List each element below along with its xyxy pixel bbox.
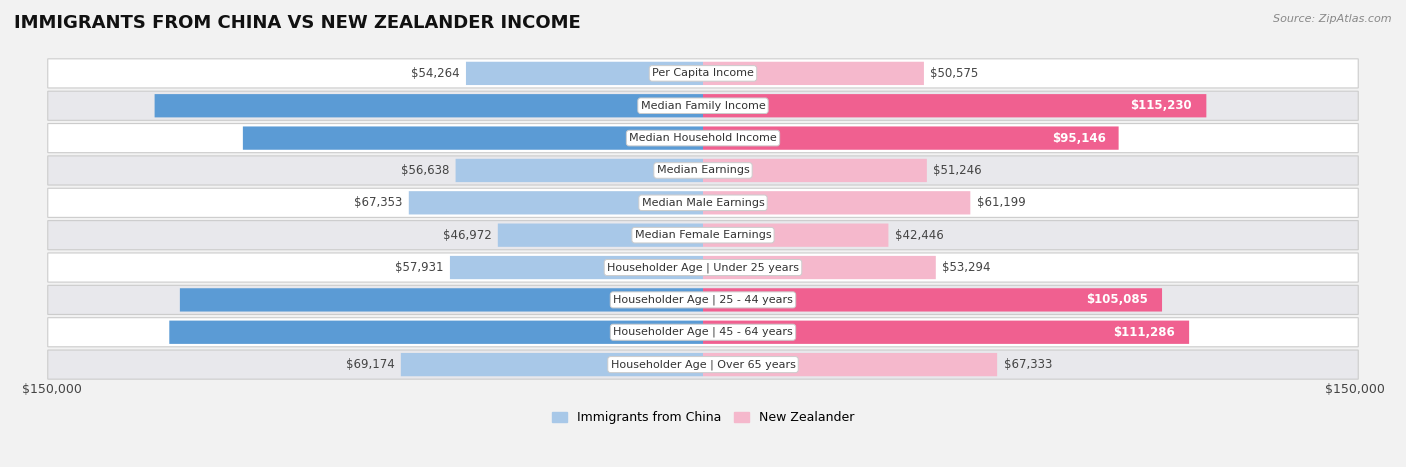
FancyBboxPatch shape bbox=[48, 220, 1358, 250]
FancyBboxPatch shape bbox=[48, 124, 1358, 153]
FancyBboxPatch shape bbox=[456, 159, 703, 182]
FancyBboxPatch shape bbox=[703, 94, 1206, 117]
Text: Source: ZipAtlas.com: Source: ZipAtlas.com bbox=[1274, 14, 1392, 24]
FancyBboxPatch shape bbox=[409, 191, 703, 214]
FancyBboxPatch shape bbox=[450, 256, 703, 279]
Text: $67,353: $67,353 bbox=[354, 196, 402, 209]
Text: $42,446: $42,446 bbox=[896, 229, 943, 242]
Text: $125,540: $125,540 bbox=[686, 99, 748, 112]
FancyBboxPatch shape bbox=[243, 127, 703, 150]
FancyBboxPatch shape bbox=[180, 288, 703, 311]
Legend: Immigrants from China, New Zealander: Immigrants from China, New Zealander bbox=[547, 406, 859, 429]
Text: Median Family Income: Median Family Income bbox=[641, 101, 765, 111]
Text: $61,199: $61,199 bbox=[977, 196, 1025, 209]
Text: $115,230: $115,230 bbox=[1129, 99, 1191, 112]
Text: $150,000: $150,000 bbox=[1324, 383, 1385, 396]
FancyBboxPatch shape bbox=[48, 285, 1358, 314]
Text: IMMIGRANTS FROM CHINA VS NEW ZEALANDER INCOME: IMMIGRANTS FROM CHINA VS NEW ZEALANDER I… bbox=[14, 14, 581, 32]
FancyBboxPatch shape bbox=[703, 256, 936, 279]
FancyBboxPatch shape bbox=[48, 91, 1358, 120]
FancyBboxPatch shape bbox=[703, 127, 1119, 150]
Text: $119,756: $119,756 bbox=[688, 293, 749, 306]
Text: $46,972: $46,972 bbox=[443, 229, 491, 242]
Text: $150,000: $150,000 bbox=[21, 383, 82, 396]
FancyBboxPatch shape bbox=[48, 156, 1358, 185]
FancyBboxPatch shape bbox=[48, 253, 1358, 282]
Text: $111,286: $111,286 bbox=[1112, 326, 1174, 339]
FancyBboxPatch shape bbox=[703, 353, 997, 376]
Text: Median Male Earnings: Median Male Earnings bbox=[641, 198, 765, 208]
Text: $56,638: $56,638 bbox=[401, 164, 449, 177]
Text: $54,264: $54,264 bbox=[411, 67, 460, 80]
Text: Per Capita Income: Per Capita Income bbox=[652, 68, 754, 78]
Text: Median Household Income: Median Household Income bbox=[628, 133, 778, 143]
Text: $50,575: $50,575 bbox=[931, 67, 979, 80]
Text: $95,146: $95,146 bbox=[1052, 132, 1107, 145]
FancyBboxPatch shape bbox=[703, 320, 1189, 344]
FancyBboxPatch shape bbox=[703, 288, 1161, 311]
FancyBboxPatch shape bbox=[703, 224, 889, 247]
Text: Householder Age | Under 25 years: Householder Age | Under 25 years bbox=[607, 262, 799, 273]
FancyBboxPatch shape bbox=[703, 191, 970, 214]
Text: Householder Age | Over 65 years: Householder Age | Over 65 years bbox=[610, 359, 796, 370]
FancyBboxPatch shape bbox=[703, 62, 924, 85]
FancyBboxPatch shape bbox=[48, 188, 1358, 217]
Text: $53,294: $53,294 bbox=[942, 261, 991, 274]
FancyBboxPatch shape bbox=[48, 59, 1358, 88]
Text: Householder Age | 45 - 64 years: Householder Age | 45 - 64 years bbox=[613, 327, 793, 338]
Text: $57,931: $57,931 bbox=[395, 261, 443, 274]
Text: $51,246: $51,246 bbox=[934, 164, 981, 177]
Text: $105,085: $105,085 bbox=[1087, 293, 1149, 306]
Text: $122,178: $122,178 bbox=[688, 326, 748, 339]
FancyBboxPatch shape bbox=[155, 94, 703, 117]
FancyBboxPatch shape bbox=[498, 224, 703, 247]
FancyBboxPatch shape bbox=[48, 350, 1358, 379]
Text: Median Earnings: Median Earnings bbox=[657, 165, 749, 176]
Text: $105,335: $105,335 bbox=[689, 132, 751, 145]
FancyBboxPatch shape bbox=[401, 353, 703, 376]
Text: $67,333: $67,333 bbox=[1004, 358, 1052, 371]
FancyBboxPatch shape bbox=[703, 159, 927, 182]
Text: $69,174: $69,174 bbox=[346, 358, 394, 371]
FancyBboxPatch shape bbox=[465, 62, 703, 85]
FancyBboxPatch shape bbox=[48, 318, 1358, 347]
Text: Median Female Earnings: Median Female Earnings bbox=[634, 230, 772, 240]
Text: Householder Age | 25 - 44 years: Householder Age | 25 - 44 years bbox=[613, 295, 793, 305]
FancyBboxPatch shape bbox=[169, 320, 703, 344]
